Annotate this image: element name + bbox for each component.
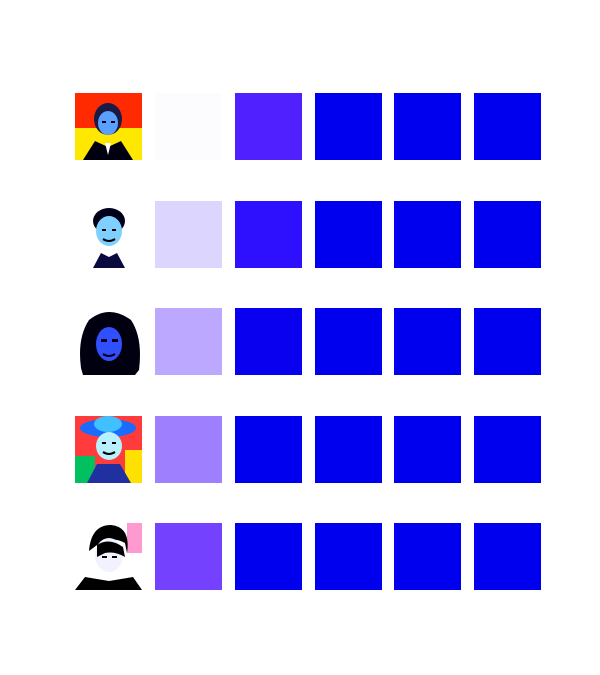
color-swatch [234, 415, 302, 483]
color-swatch [155, 523, 222, 590]
color-swatch [474, 200, 542, 268]
color-swatch [474, 93, 542, 160]
color-swatch [394, 308, 462, 375]
portrait-curly-hair-woman-icon [75, 308, 142, 375]
color-swatch [474, 523, 542, 590]
color-swatch [394, 523, 462, 590]
grid-row [75, 523, 542, 590]
color-swatch [234, 93, 302, 160]
color-swatch [155, 415, 222, 483]
portrait-man-suit-icon [75, 93, 142, 160]
color-swatch [155, 308, 222, 375]
grid-row [75, 200, 542, 268]
portrait-man-dark-hair-icon [75, 523, 142, 590]
grid-row [75, 308, 542, 375]
color-swatch [314, 200, 382, 268]
portrait-woman-hat-icon [75, 415, 142, 483]
color-swatch [474, 415, 542, 483]
color-swatch [394, 200, 462, 268]
color-swatch [314, 523, 382, 590]
color-swatch [394, 415, 462, 483]
color-swatch [314, 308, 382, 375]
color-swatch [314, 93, 382, 160]
color-swatch [314, 415, 382, 483]
portrait-color-grid [75, 93, 542, 631]
color-swatch [155, 200, 222, 268]
portrait-young-man-icon [75, 200, 142, 268]
color-swatch [234, 308, 302, 375]
color-swatch [155, 93, 222, 160]
color-swatch [234, 200, 302, 268]
color-swatch [474, 308, 542, 375]
grid-row [75, 415, 542, 483]
color-swatch [234, 523, 302, 590]
color-swatch [394, 93, 462, 160]
grid-row [75, 93, 542, 160]
